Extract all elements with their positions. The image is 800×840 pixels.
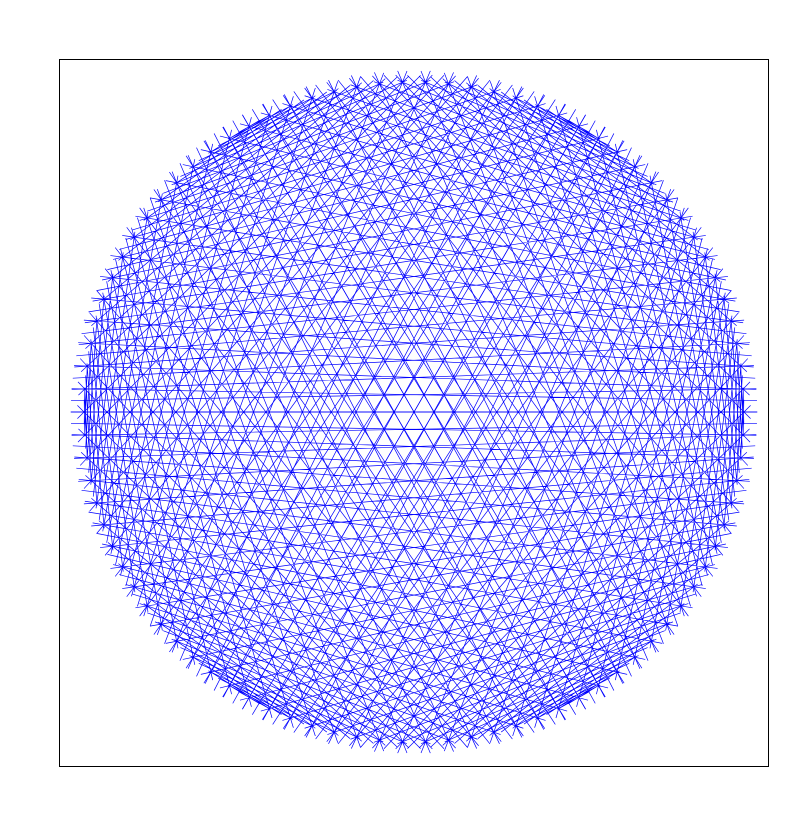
chord-family [70, 70, 758, 754]
frame [59, 59, 769, 767]
string-art [70, 70, 758, 754]
